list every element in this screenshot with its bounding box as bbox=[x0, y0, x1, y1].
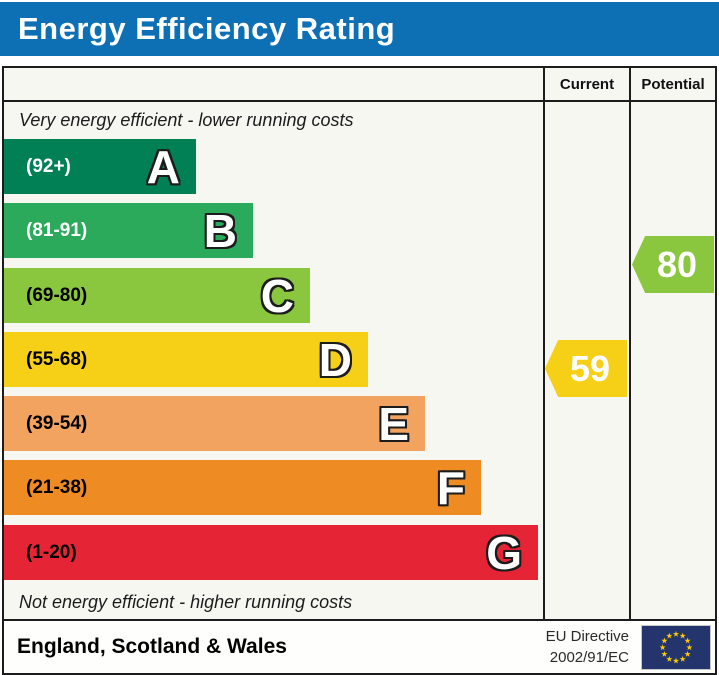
band-range-label: (1-20) bbox=[26, 541, 77, 563]
eu-directive-line1: EU Directive bbox=[545, 628, 629, 645]
band-row-c: (69-80) C bbox=[4, 268, 310, 323]
band-row-e: (39-54) E bbox=[4, 396, 425, 451]
band-letter: F bbox=[436, 461, 465, 514]
column-header-current: Current bbox=[559, 75, 615, 93]
eu-directive-label: EU Directive 2002/91/EC bbox=[546, 626, 629, 668]
band-row-a: (92+) A bbox=[4, 139, 196, 194]
band-letter: A bbox=[146, 140, 180, 193]
band-row-b: (81-91) B bbox=[4, 203, 253, 258]
column-header-row bbox=[4, 68, 715, 102]
footer-bar: England, Scotland & Wales EU Directive 2… bbox=[4, 619, 715, 673]
current-column-divider bbox=[543, 68, 545, 619]
eu-directive-line2: 2002/91/EC bbox=[549, 649, 629, 666]
band-row-d: (55-68) D bbox=[4, 332, 368, 387]
eu-flag-icon bbox=[641, 625, 711, 670]
potential-rating-value: 80 bbox=[656, 243, 698, 285]
potential-column-divider bbox=[629, 68, 631, 619]
band-letter: D bbox=[318, 333, 352, 386]
band-row-g: (1-20) G bbox=[4, 525, 538, 580]
page-title: Energy Efficiency Rating bbox=[18, 11, 396, 46]
potential-rating-arrow: 80 bbox=[632, 236, 714, 293]
current-rating-value: 59 bbox=[569, 347, 611, 389]
column-header-potential: Potential bbox=[641, 75, 705, 93]
caption-efficient: Very energy efficient - lower running co… bbox=[19, 110, 354, 130]
band-letter: G bbox=[486, 526, 522, 579]
band-range-label: (39-54) bbox=[26, 412, 88, 434]
band-range-label: (81-91) bbox=[26, 219, 88, 241]
title-bar: Energy Efficiency Rating bbox=[0, 2, 719, 56]
band-row-f: (21-38) F bbox=[4, 460, 481, 515]
band-range-label: (69-80) bbox=[26, 284, 88, 306]
caption-not-efficient: Not energy efficient - higher running co… bbox=[19, 592, 353, 612]
band-range-label: (21-38) bbox=[26, 476, 88, 498]
epc-chart-frame: Current Potential Very energy efficient … bbox=[2, 66, 717, 675]
band-range-label: (55-68) bbox=[26, 348, 88, 370]
region-label: England, Scotland & Wales bbox=[17, 635, 287, 658]
band-range-label: (92+) bbox=[26, 155, 71, 177]
current-rating-arrow: 59 bbox=[545, 340, 627, 397]
band-letter: C bbox=[260, 269, 294, 322]
band-letter: E bbox=[378, 397, 409, 450]
band-letter: B bbox=[203, 204, 237, 257]
